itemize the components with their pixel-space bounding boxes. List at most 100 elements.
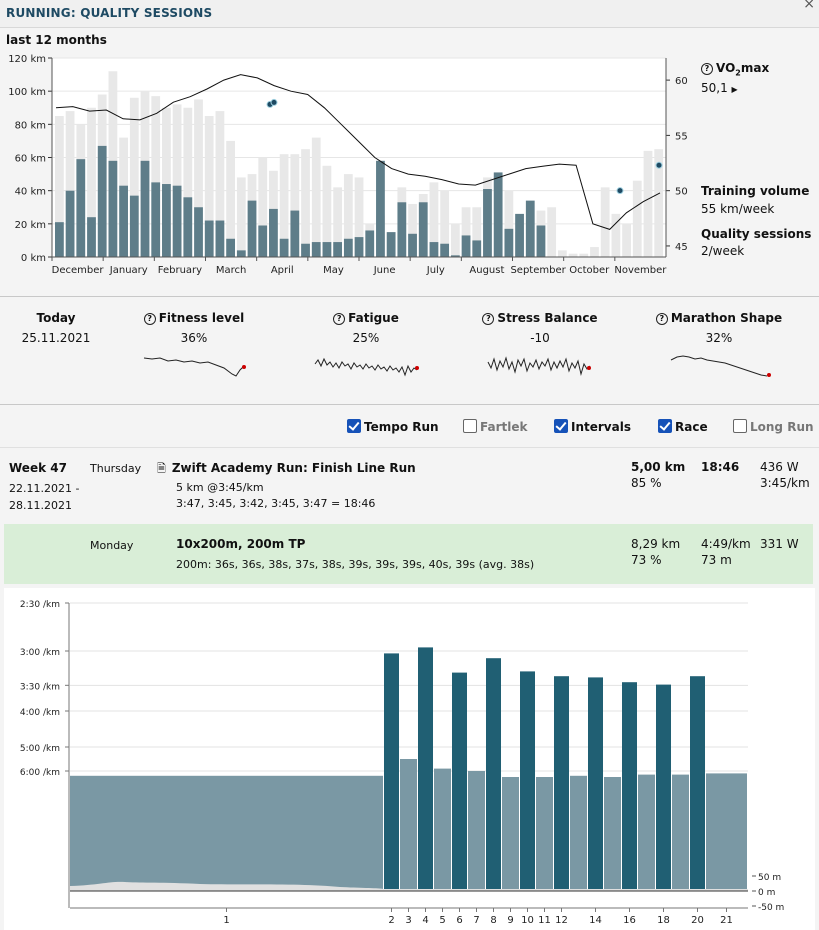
recovery-bar bbox=[468, 771, 485, 891]
x-tick-label: September bbox=[510, 265, 566, 276]
quality-volume-bar bbox=[536, 225, 546, 257]
session-day: Thursday bbox=[90, 462, 142, 475]
checkbox-unchecked-icon[interactable] bbox=[463, 419, 477, 433]
vo2max-value[interactable]: 50,1 ▶ bbox=[701, 81, 738, 95]
session-power: 436 W bbox=[760, 460, 799, 474]
quality-volume-bar bbox=[493, 172, 503, 257]
total-volume-bar bbox=[236, 177, 246, 257]
x-tick-label: 18 bbox=[657, 915, 670, 926]
period-label[interactable]: last 12 months bbox=[6, 33, 107, 47]
stress-value: -10 bbox=[530, 331, 550, 345]
interval-bar bbox=[486, 658, 501, 891]
y2-tick-label: 50 bbox=[675, 187, 688, 198]
interval-bar bbox=[554, 676, 569, 891]
quality-volume-bar bbox=[333, 242, 343, 257]
quality-volume-bar bbox=[365, 230, 375, 257]
x-tick-label: August bbox=[469, 265, 504, 276]
selected-session-row[interactable] bbox=[4, 524, 813, 584]
session-time: 18:46 bbox=[701, 460, 740, 474]
filter-long-run[interactable]: Long Run bbox=[733, 419, 814, 434]
fatigue-metric[interactable]: ? Fatigue 25% bbox=[281, 311, 451, 345]
training-volume-chart: 120 km 100 km 80 km 60 km 40 km 20 km 0 km 60 55… bbox=[8, 54, 688, 276]
help-icon[interactable]: ? bbox=[482, 313, 495, 325]
checkbox-unchecked-icon[interactable] bbox=[733, 419, 747, 433]
total-volume-bar bbox=[172, 104, 182, 257]
today-metric: Today 25.11.2021 bbox=[0, 311, 141, 345]
recovery-bar bbox=[706, 773, 747, 891]
y2-tick-label: 55 bbox=[675, 131, 688, 142]
quality-volume-bar bbox=[322, 242, 332, 257]
interval-bar bbox=[452, 672, 467, 891]
session-title[interactable]: 10x200m, 200m TP bbox=[176, 537, 306, 551]
marathon-value: 32% bbox=[705, 331, 733, 345]
quality-volume-bar bbox=[162, 184, 171, 257]
quality-volume-bar bbox=[418, 202, 428, 257]
filter-intervals[interactable]: Intervals bbox=[554, 419, 631, 434]
y-tick-label: 60 km bbox=[15, 154, 46, 165]
total-volume-bar bbox=[87, 107, 96, 257]
x-tick-label: 7 bbox=[473, 915, 479, 926]
stress-metric[interactable]: ? Stress Balance -10 bbox=[455, 311, 625, 345]
total-volume-bar bbox=[55, 116, 64, 258]
quality-volume-bar bbox=[408, 233, 417, 257]
quality-volume-bar bbox=[440, 243, 450, 257]
week-range-start: 22.11.2021 - bbox=[9, 482, 80, 495]
total-volume-bar bbox=[279, 154, 289, 257]
divider bbox=[0, 296, 819, 297]
total-volume-bar bbox=[557, 250, 567, 257]
total-volume-bar bbox=[632, 180, 642, 257]
total-volume-bar bbox=[408, 203, 417, 257]
help-icon[interactable]: ? bbox=[655, 313, 668, 325]
quality-volume-bar bbox=[97, 145, 107, 257]
x-tick-label: 1 bbox=[223, 915, 229, 926]
total-volume-bar bbox=[440, 190, 450, 257]
total-volume-bar bbox=[568, 253, 578, 257]
quality-volume-bar bbox=[279, 238, 289, 257]
help-icon[interactable]: ? bbox=[143, 313, 156, 325]
x-tick-label: 20 bbox=[691, 915, 704, 926]
y-tick-label: 2:30 /km bbox=[20, 600, 60, 610]
today-value: 25.11.2021 bbox=[21, 331, 91, 345]
session-pace: 4:49/km bbox=[701, 537, 751, 551]
total-volume-bar bbox=[226, 140, 236, 257]
checkbox-checked-icon[interactable] bbox=[554, 419, 568, 433]
vo2max-label[interactable]: ? VO2max bbox=[701, 61, 769, 77]
close-icon[interactable]: × bbox=[803, 0, 815, 12]
filter-fartlek[interactable]: Fartlek bbox=[463, 419, 527, 434]
elevation-profile bbox=[70, 881, 748, 891]
total-volume-bar bbox=[600, 187, 610, 257]
checkbox-checked-icon[interactable] bbox=[347, 419, 361, 433]
total-volume-bar bbox=[622, 223, 631, 257]
fitness-metric[interactable]: ? Fitness level 36% bbox=[109, 311, 279, 345]
x-tick-label: 9 bbox=[507, 915, 513, 926]
session-title[interactable]: 🗎 Zwift Academy Run: Finish Line Run bbox=[157, 461, 416, 475]
quality-sessions-label: Quality sessions bbox=[701, 227, 812, 241]
x-tick-label: 11 bbox=[538, 915, 551, 926]
week-range-end: 28.11.2021 bbox=[9, 499, 72, 512]
divider bbox=[0, 404, 819, 405]
help-icon[interactable]: ? bbox=[333, 313, 346, 325]
help-icon[interactable]: ? bbox=[701, 63, 713, 75]
marathon-metric[interactable]: ? Marathon Shape 32% bbox=[634, 311, 804, 345]
quality-volume-bar bbox=[450, 255, 460, 257]
x-tick-label: 2 bbox=[388, 915, 394, 926]
checkbox-checked-icon[interactable] bbox=[658, 419, 672, 433]
quality-volume-bar bbox=[247, 200, 257, 257]
quality-volume-bar bbox=[397, 202, 407, 257]
interval-bar bbox=[418, 647, 433, 891]
total-volume-bar bbox=[215, 111, 225, 257]
quality-volume-bar bbox=[215, 220, 225, 257]
filter-tempo-run[interactable]: Tempo Run bbox=[347, 419, 439, 434]
filter-race[interactable]: Race bbox=[658, 419, 708, 434]
x-tick-label: 14 bbox=[589, 915, 602, 926]
vo2max-point bbox=[616, 187, 624, 195]
quality-volume-bar bbox=[119, 185, 128, 257]
interval-bar bbox=[588, 677, 603, 891]
window-title: RUNNING: QUALITY SESSIONS bbox=[6, 6, 213, 20]
fatigue-sparkline bbox=[314, 357, 419, 377]
quality-volume-bar bbox=[461, 235, 471, 257]
interval-bar bbox=[690, 676, 705, 891]
total-volume-bar bbox=[547, 207, 557, 257]
marathon-label: Marathon Shape bbox=[670, 311, 783, 325]
total-volume-bar bbox=[129, 97, 139, 257]
